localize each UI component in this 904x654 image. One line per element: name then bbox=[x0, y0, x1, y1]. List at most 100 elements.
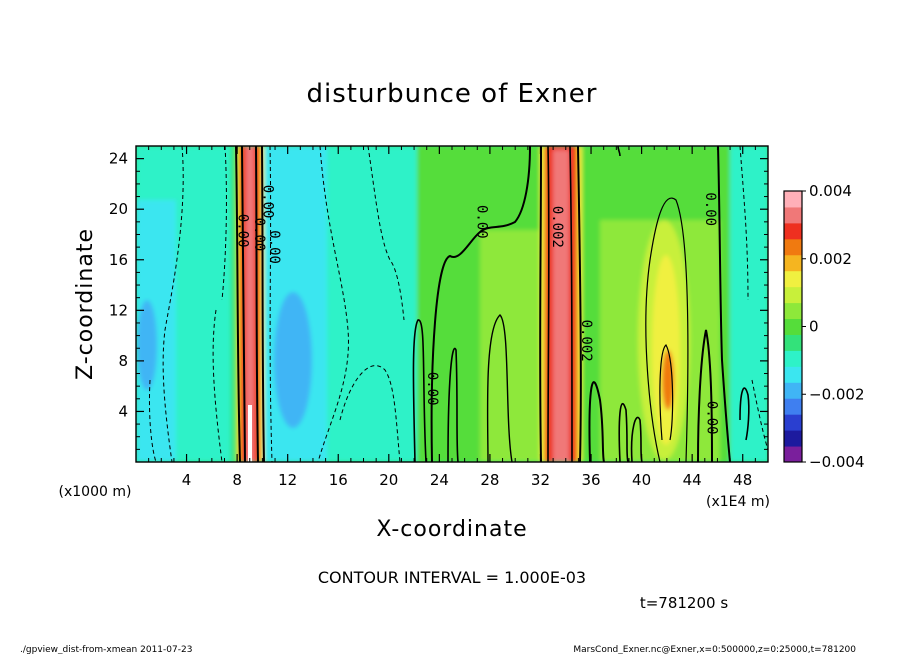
contour-line bbox=[547, 146, 550, 462]
time-label: t=781200 s bbox=[640, 594, 728, 612]
contour-label: 0.00 bbox=[702, 192, 718, 226]
y-tick-label: 4 bbox=[118, 402, 128, 420]
contour-label: 0.00 bbox=[424, 372, 440, 406]
x-tick-label: 4 bbox=[182, 471, 192, 489]
contour-line bbox=[569, 146, 573, 462]
colorbar-cell bbox=[784, 334, 802, 351]
colorbar-cell bbox=[784, 206, 802, 224]
field-lime-band bbox=[480, 230, 540, 462]
x-tick-label: 40 bbox=[632, 471, 651, 489]
colorbar-tick-label: −0.002 bbox=[809, 385, 865, 403]
field-left-blue bbox=[137, 300, 157, 390]
contour-line bbox=[577, 146, 582, 462]
colorbar-cell bbox=[784, 446, 802, 463]
contour-label: 0.00 bbox=[266, 230, 282, 264]
contour-line bbox=[241, 146, 246, 462]
contour-line bbox=[588, 381, 605, 462]
plume-1-white-core bbox=[248, 405, 252, 462]
x-tick-label: 48 bbox=[733, 471, 752, 489]
footer-left: ./gpview_dist-from-xmean 2011-07-23 bbox=[20, 645, 192, 654]
contour-line-negative bbox=[269, 146, 273, 462]
contour-line bbox=[486, 314, 513, 462]
contour-line-negative bbox=[751, 379, 768, 451]
colorbar-cell bbox=[784, 366, 802, 383]
y-axis: 4 8 12 16 20 24 bbox=[109, 150, 768, 450]
x-axis-label: X-coordinate bbox=[376, 517, 527, 542]
colorbar-cell bbox=[784, 191, 802, 208]
contour-line bbox=[447, 347, 459, 462]
contour-line bbox=[430, 146, 531, 462]
colorbar-tick-label: 0 bbox=[809, 318, 819, 336]
contour-line bbox=[717, 146, 731, 462]
colorbar-cell bbox=[784, 430, 802, 447]
contour-line-negative bbox=[148, 379, 157, 462]
field-cyan-band bbox=[327, 146, 417, 462]
x-unit-right: (x1E4 m) bbox=[706, 494, 770, 510]
contour-line bbox=[235, 146, 241, 462]
colorbar-cell bbox=[784, 254, 802, 272]
x-axis: 4 8 12 16 20 24 28 32 36 40 44 48 bbox=[148, 146, 756, 489]
x-tick-label: 12 bbox=[278, 471, 297, 489]
plot-area: 0.000.000.000.000.000.000.0020.0020.000.… bbox=[136, 146, 768, 462]
contour-line-negative bbox=[739, 146, 749, 301]
footer-right: MarsCond_Exner.nc@Exner,x=0:500000,z=0:2… bbox=[573, 645, 856, 654]
y-tick-label: 12 bbox=[109, 301, 128, 319]
contour-lines bbox=[148, 146, 768, 462]
colorbar-tick-label: 0.002 bbox=[809, 250, 852, 268]
colorbar-tick-label: 0.004 bbox=[809, 182, 852, 200]
contour-line bbox=[539, 146, 542, 462]
x-tick-label: 8 bbox=[232, 471, 242, 489]
contour-line bbox=[645, 197, 689, 462]
field-yellow-2 bbox=[652, 255, 680, 445]
y-tick-label: 16 bbox=[109, 251, 128, 269]
contour-line bbox=[739, 387, 750, 441]
contour-label: 0.00 bbox=[260, 185, 276, 219]
y-tick-label: 24 bbox=[109, 150, 128, 168]
contour-line-negative bbox=[367, 146, 405, 321]
contour-line bbox=[618, 402, 629, 462]
contour-line bbox=[697, 329, 713, 462]
x-tick-label: 16 bbox=[329, 471, 348, 489]
colorbar: 0.004 0.002 0 −0.002 −0.004 bbox=[783, 182, 865, 471]
colorbar-cell bbox=[784, 350, 802, 367]
contour-line-negative bbox=[339, 365, 401, 462]
y-tick-label: 8 bbox=[118, 352, 128, 370]
contour-label: 0.00 bbox=[473, 205, 489, 239]
contour-interval-label: CONTOUR INTERVAL = 1.000E-03 bbox=[318, 568, 586, 587]
x-tick-label: 24 bbox=[430, 471, 449, 489]
colorbar-cell bbox=[784, 382, 802, 399]
contour-line-negative bbox=[317, 146, 349, 462]
contour-line bbox=[630, 416, 643, 462]
x-tick-label: 36 bbox=[581, 471, 600, 489]
chart-title: disturbunce of Exner bbox=[307, 79, 598, 109]
x-tick-label: 44 bbox=[683, 471, 702, 489]
contour-label: 0.00 bbox=[251, 218, 267, 252]
colorbar-cell bbox=[784, 302, 802, 320]
x-tick-label: 28 bbox=[480, 471, 499, 489]
x-unit-left: (x1000 m) bbox=[59, 484, 132, 500]
contour-label: 0.00 bbox=[234, 214, 250, 248]
contour-line-negative bbox=[162, 146, 184, 462]
y-axis-label: Z-coordinate bbox=[73, 228, 98, 380]
contour-line-negative bbox=[212, 309, 223, 462]
contour-label: 0.002 bbox=[578, 320, 594, 362]
contour-line bbox=[255, 146, 259, 462]
colorbar-cell bbox=[784, 318, 802, 335]
colorbar-tick-label: −0.004 bbox=[809, 453, 865, 471]
colorbar-cell bbox=[784, 398, 802, 415]
field-plume-2-core bbox=[553, 150, 569, 462]
contour-line bbox=[617, 146, 621, 157]
colorbar-cells bbox=[784, 191, 802, 463]
contour-label: 0.002 bbox=[549, 206, 565, 248]
colorbar-cell bbox=[784, 270, 802, 288]
contour-line bbox=[412, 319, 427, 462]
colorbar-cell bbox=[784, 414, 802, 431]
field-plume-1-core bbox=[246, 146, 254, 462]
colorbar-cell bbox=[784, 286, 802, 304]
y-tick-label: 20 bbox=[109, 200, 128, 218]
contour-line bbox=[261, 146, 265, 462]
field-mid-blue bbox=[274, 292, 312, 428]
colorbar-ticks: 0.004 0.002 0 −0.002 −0.004 bbox=[802, 182, 865, 471]
contour-label: 0.00 bbox=[703, 401, 719, 435]
x-tick-label: 32 bbox=[531, 471, 550, 489]
